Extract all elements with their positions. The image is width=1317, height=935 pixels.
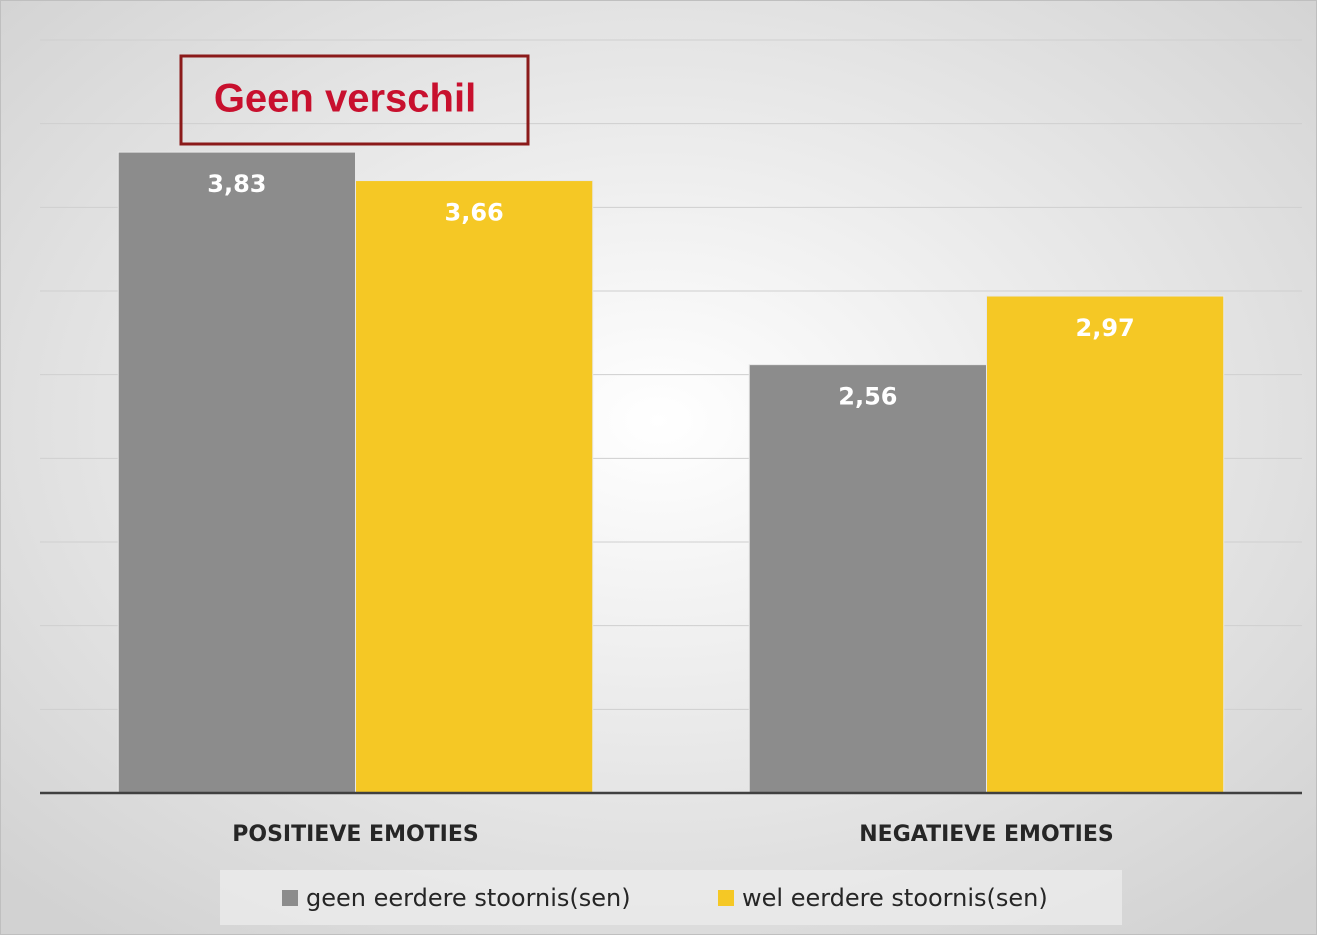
legend-label: wel eerdere stoornis(sen) xyxy=(742,884,1048,912)
annotation: Geen verschil xyxy=(214,77,476,121)
legend: geen eerdere stoornis(sen) wel eerdere st… xyxy=(282,884,1048,912)
annotation-box xyxy=(179,54,530,146)
bar xyxy=(355,180,594,794)
x-tick-label: POSITIEVE EMOTIES xyxy=(232,822,478,847)
value-label: 2,56 xyxy=(838,383,897,411)
bars: 3,83 3,66 POSITIEVE EMOTIES 2,56 2,97 NEGATIE… xyxy=(40,151,1302,847)
bar xyxy=(986,295,1225,794)
value-label: 3,83 xyxy=(207,170,266,198)
legend-swatch xyxy=(718,890,734,906)
value-label: 2,97 xyxy=(1076,314,1135,342)
bar xyxy=(748,364,988,794)
value-label: 3,66 xyxy=(445,199,504,227)
bar xyxy=(117,151,356,794)
legend-box xyxy=(220,870,1122,925)
legend-swatch xyxy=(282,890,298,906)
x-tick-label: NEGATIEVE EMOTIES xyxy=(859,822,1113,847)
legend-label: geen eerdere stoornis(sen) xyxy=(306,884,631,912)
